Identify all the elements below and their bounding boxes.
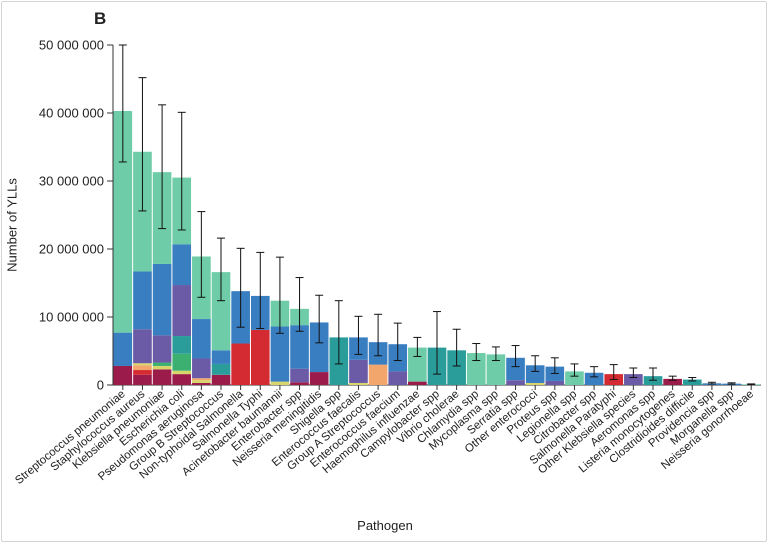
y-tick-label: 40 000 000 <box>39 106 104 121</box>
bar-segment-maroon <box>211 374 231 385</box>
bar-segment-purple <box>545 380 565 385</box>
bar-segment-green <box>172 353 192 371</box>
bar-segment-blue <box>133 271 152 330</box>
bar-segment-maroon <box>172 374 192 385</box>
bar-segment-blue <box>290 325 309 369</box>
bar-segment-blue <box>525 365 545 383</box>
bar-segment-teal <box>211 363 231 375</box>
bar-segment-yellow <box>192 380 211 383</box>
bar-segment-mint <box>466 353 486 385</box>
bar-segment-purple <box>349 359 368 383</box>
bar-segment-maroon <box>192 382 211 385</box>
bar-segment-maroon <box>663 378 682 385</box>
bar-segment-maroon <box>309 372 329 385</box>
bar-segment-yellow <box>349 382 368 385</box>
bar-segment-blue <box>192 319 211 359</box>
bar-segment-yellow <box>270 381 290 385</box>
bar-segment-yellow <box>172 370 192 375</box>
bar-segment-mint <box>565 371 584 385</box>
bar-segment-maroon <box>408 381 427 385</box>
bar-segment-teal <box>447 350 466 385</box>
panel-label: B <box>94 9 107 28</box>
bar-segment-teal <box>682 379 702 385</box>
bar-segment-blue <box>584 372 604 385</box>
bar-segment-yellow <box>152 365 172 370</box>
bar-segment-blue <box>152 263 172 336</box>
bar-segment-orange <box>192 378 211 381</box>
bar-segment-blue <box>309 322 329 373</box>
bar-segment-red <box>231 343 250 385</box>
bar-segment-yellow <box>525 382 545 385</box>
bar-segment-purple <box>388 371 408 385</box>
bar-segment-teal <box>172 336 192 354</box>
bar-segment-yellow <box>133 363 152 366</box>
bar-segment-purple <box>172 285 192 337</box>
bar-segment-purple <box>506 380 525 385</box>
bar-segment-mint <box>211 272 231 351</box>
bar-segment-orange <box>133 365 152 371</box>
bar-segment-red <box>250 329 270 385</box>
bar-segment-maroon <box>152 369 172 385</box>
bar-segment-purple <box>624 374 643 385</box>
bar-segment-green <box>152 362 172 366</box>
bar-segment-blue <box>172 244 192 286</box>
bar-segment-blue <box>270 326 290 382</box>
y-tick-label: 30 000 000 <box>39 174 104 189</box>
bar-segment-purple <box>192 358 211 379</box>
bar-segment-mint <box>113 110 133 333</box>
bar-segment-orange <box>368 364 388 385</box>
bar-segment-blue <box>211 350 231 364</box>
bar-segment-maroon <box>113 365 133 385</box>
bar-segment-mint <box>133 151 152 272</box>
bar-segment-maroon <box>290 382 309 385</box>
y-tick-label: 0 <box>97 378 104 393</box>
bar-segment-purple <box>290 368 309 383</box>
y-tick-label: 10 000 000 <box>39 310 104 325</box>
bar-segment-blue <box>506 357 525 381</box>
bar-segment-mint <box>408 347 427 382</box>
x-axis-label: Pathogen <box>357 518 413 533</box>
bar-segment-purple <box>133 329 152 364</box>
bar-segment-mint <box>486 354 506 385</box>
y-tick-label: 20 000 000 <box>39 242 104 257</box>
bar-segment-purple <box>152 335 172 363</box>
bar-segment-maroon <box>133 374 152 385</box>
y-tick-label: 50 000 000 <box>39 38 104 53</box>
bar-segment-red <box>133 370 152 375</box>
bar-segment-blue <box>113 332 133 366</box>
